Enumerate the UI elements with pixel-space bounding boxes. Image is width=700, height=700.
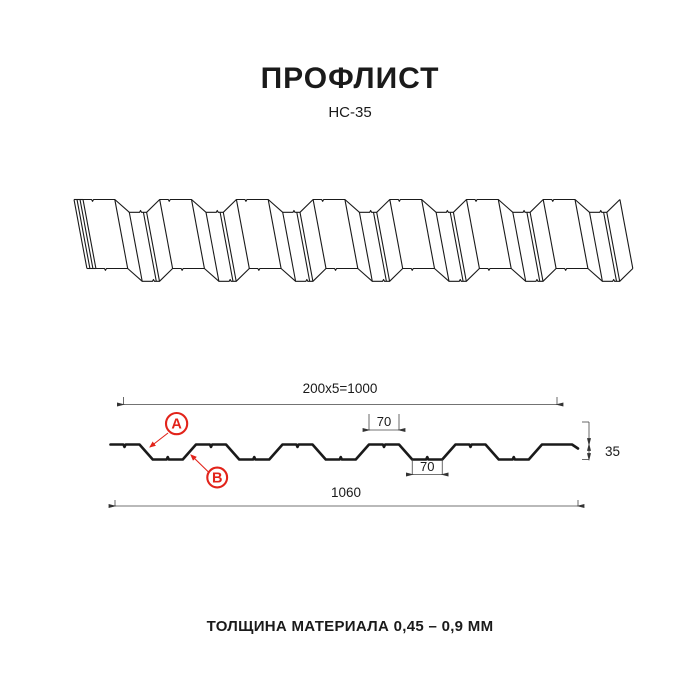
svg-text:35: 35 [605,444,620,459]
svg-text:70: 70 [377,414,391,429]
svg-text:A: A [171,417,182,433]
svg-text:B: B [212,470,222,486]
svg-text:1060: 1060 [331,485,361,500]
svg-text:200x5=1000: 200x5=1000 [303,381,378,396]
svg-text:70: 70 [420,459,434,474]
